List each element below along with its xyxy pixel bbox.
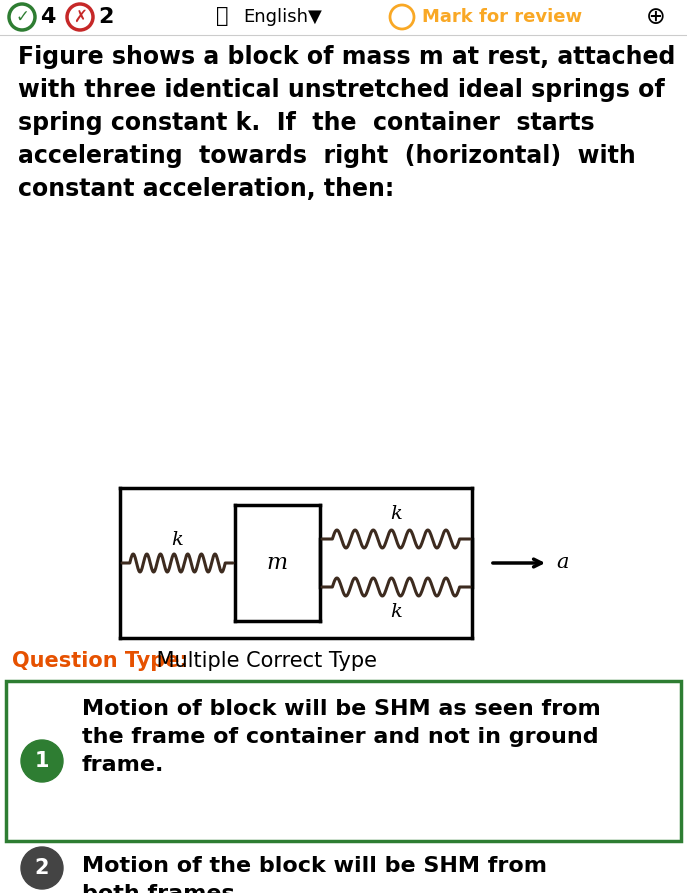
Text: Figure shows a block of mass m at rest, attached: Figure shows a block of mass m at rest, … [18,45,675,69]
Text: m: m [267,552,288,574]
Text: k: k [390,505,402,523]
Text: k: k [172,531,183,549]
Text: 4: 4 [40,7,56,27]
Text: 2: 2 [98,7,113,27]
Text: Motion of block will be SHM as seen from: Motion of block will be SHM as seen from [82,699,600,719]
Text: 2: 2 [35,858,49,878]
Text: ✓: ✓ [15,8,29,26]
Text: constant acceleration, then:: constant acceleration, then: [18,177,394,201]
Text: ✗: ✗ [73,8,87,26]
Text: a: a [556,554,569,572]
Circle shape [21,740,63,782]
Text: k: k [390,603,402,621]
Text: Motion of the block will be SHM from: Motion of the block will be SHM from [82,856,547,876]
Text: with three identical unstretched ideal springs of: with three identical unstretched ideal s… [18,78,665,102]
Text: Mark for review: Mark for review [422,8,582,26]
Text: English▼: English▼ [243,8,322,26]
Text: spring constant k.  If  the  container  starts: spring constant k. If the container star… [18,111,595,135]
Text: ⊕: ⊕ [646,5,666,29]
Circle shape [21,847,63,889]
Text: Multiple Correct Type: Multiple Correct Type [150,651,377,671]
FancyBboxPatch shape [6,681,681,841]
Text: 1: 1 [35,751,49,771]
Text: 🅐: 🅐 [216,6,228,26]
Text: accelerating  towards  right  (horizontal)  with: accelerating towards right (horizontal) … [18,144,635,168]
Text: Question Type:: Question Type: [12,651,188,671]
Text: the frame of container and not in ground: the frame of container and not in ground [82,727,598,747]
Text: frame.: frame. [82,755,164,775]
Text: both frames.: both frames. [82,884,243,893]
